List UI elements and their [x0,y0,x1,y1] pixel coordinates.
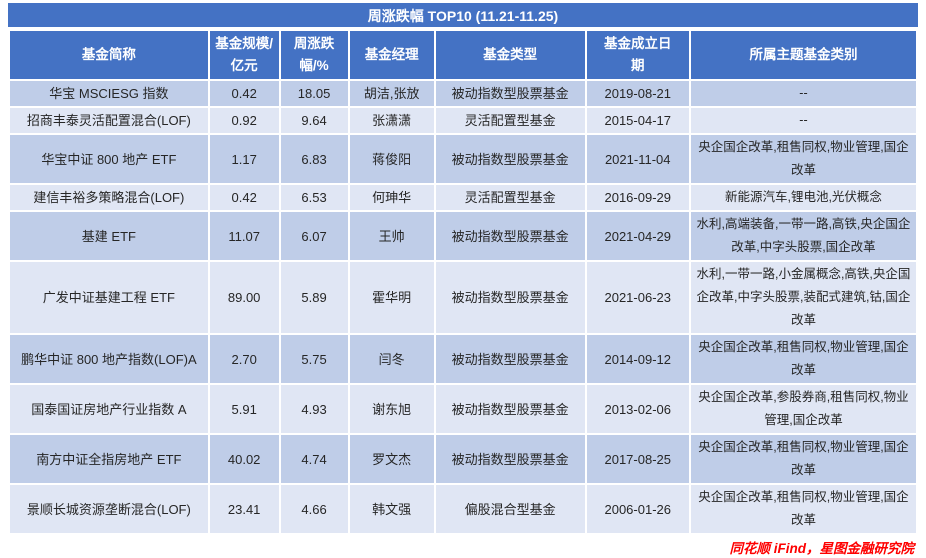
table-row: 华宝中证 800 地产 ETF 1.17 6.83 蒋俊阳 被动指数型股票基金 … [8,133,919,185]
cell-founded-date: 2014-09-12 [584,333,691,385]
cell-fund-type: 被动指数型股票基金 [433,133,587,185]
cell-fund-name: 华宝 MSCIESG 指数 [8,79,210,108]
cell-fund-name: 南方中证全指房地产 ETF [8,433,210,485]
col-header-theme-category: 所属主题基金类别 [688,29,919,81]
cell-fund-manager: 闫冬 [347,333,436,385]
table-row: 招商丰泰灵活配置混合(LOF) 0.92 9.64 张潇潇 灵活配置型基金 20… [8,106,919,135]
cell-fund-manager: 胡洁,张放 [347,79,436,108]
cell-week-change: 6.83 [278,133,350,185]
table-header-row: 基金简称 基金规模/亿元 周涨跌幅/% 基金经理 基金类型 基金成立日期 所属主… [8,29,919,81]
cell-founded-date: 2017-08-25 [584,433,691,485]
table-row: 国泰国证房地产行业指数 A 5.91 4.93 谢东旭 被动指数型股票基金 20… [8,383,919,435]
cell-theme-category: -- [688,79,919,108]
cell-founded-date: 2021-04-29 [584,210,691,262]
cell-fund-manager: 罗文杰 [347,433,436,485]
cell-fund-manager: 蒋俊阳 [347,133,436,185]
fund-table: 基金简称 基金规模/亿元 周涨跌幅/% 基金经理 基金类型 基金成立日期 所属主… [8,29,919,535]
cell-founded-date: 2019-08-21 [584,79,691,108]
cell-week-change: 5.89 [278,260,350,335]
cell-week-change: 4.66 [278,483,350,535]
cell-fund-type: 被动指数型股票基金 [433,79,587,108]
cell-fund-name: 基建 ETF [8,210,210,262]
cell-theme-category: 水利,高端装备,一带一路,高铁,央企国企改革,中字头股票,国企改革 [688,210,919,262]
col-header-fund-type: 基金类型 [433,29,587,81]
cell-fund-name: 鹏华中证 800 地产指数(LOF)A [8,333,210,385]
cell-week-change: 5.75 [278,333,350,385]
col-header-founded-date: 基金成立日期 [584,29,691,81]
cell-fund-manager: 何珅华 [347,183,436,212]
cell-fund-manager: 韩文强 [347,483,436,535]
cell-week-change: 4.93 [278,383,350,435]
table-row: 广发中证基建工程 ETF 89.00 5.89 霍华明 被动指数型股票基金 20… [8,260,919,335]
cell-fund-scale: 0.42 [207,183,281,212]
cell-fund-type: 灵活配置型基金 [433,106,587,135]
cell-founded-date: 2021-06-23 [584,260,691,335]
cell-founded-date: 2013-02-06 [584,383,691,435]
cell-fund-name: 景顺长城资源垄断混合(LOF) [8,483,210,535]
cell-fund-type: 被动指数型股票基金 [433,210,587,262]
cell-fund-type: 灵活配置型基金 [433,183,587,212]
cell-fund-name: 建信丰裕多策略混合(LOF) [8,183,210,212]
table-title: 周涨跌幅 TOP10 (11.21-11.25) [8,3,918,29]
cell-week-change: 18.05 [278,79,350,108]
cell-fund-scale: 23.41 [207,483,281,535]
cell-week-change: 4.74 [278,433,350,485]
cell-theme-category: 央企国企改革,租售同权,物业管理,国企改革 [688,133,919,185]
table-row: 鹏华中证 800 地产指数(LOF)A 2.70 5.75 闫冬 被动指数型股票… [8,333,919,385]
cell-fund-manager: 谢东旭 [347,383,436,435]
cell-founded-date: 2015-04-17 [584,106,691,135]
table-row: 南方中证全指房地产 ETF 40.02 4.74 罗文杰 被动指数型股票基金 2… [8,433,919,485]
cell-fund-scale: 0.42 [207,79,281,108]
cell-fund-name: 广发中证基建工程 ETF [8,260,210,335]
cell-week-change: 6.53 [278,183,350,212]
cell-fund-type: 被动指数型股票基金 [433,333,587,385]
cell-fund-scale: 0.92 [207,106,281,135]
cell-fund-scale: 11.07 [207,210,281,262]
cell-theme-category: 央企国企改革,参股券商,租售同权,物业管理,国企改革 [688,383,919,435]
col-header-fund-name: 基金简称 [8,29,210,81]
table-row: 景顺长城资源垄断混合(LOF) 23.41 4.66 韩文强 偏股混合型基金 2… [8,483,919,535]
cell-theme-category: 新能源汽车,锂电池,光伏概念 [688,183,919,212]
cell-fund-type: 偏股混合型基金 [433,483,587,535]
col-header-week-change: 周涨跌幅/% [278,29,350,81]
cell-fund-scale: 1.17 [207,133,281,185]
cell-theme-category: -- [688,106,919,135]
cell-fund-manager: 张潇潇 [347,106,436,135]
cell-fund-scale: 5.91 [207,383,281,435]
cell-fund-scale: 89.00 [207,260,281,335]
cell-fund-scale: 2.70 [207,333,281,385]
cell-founded-date: 2006-01-26 [584,483,691,535]
col-header-fund-scale: 基金规模/亿元 [207,29,281,81]
cell-fund-manager: 霍华明 [347,260,436,335]
cell-fund-name: 国泰国证房地产行业指数 A [8,383,210,435]
cell-week-change: 9.64 [278,106,350,135]
cell-founded-date: 2021-11-04 [584,133,691,185]
cell-founded-date: 2016-09-29 [584,183,691,212]
cell-fund-name: 招商丰泰灵活配置混合(LOF) [8,106,210,135]
cell-week-change: 6.07 [278,210,350,262]
table-row: 基建 ETF 11.07 6.07 王帅 被动指数型股票基金 2021-04-2… [8,210,919,262]
cell-fund-type: 被动指数型股票基金 [433,433,587,485]
cell-fund-scale: 40.02 [207,433,281,485]
cell-fund-type: 被动指数型股票基金 [433,260,587,335]
cell-theme-category: 央企国企改革,租售同权,物业管理,国企改革 [688,433,919,485]
table-row: 建信丰裕多策略混合(LOF) 0.42 6.53 何珅华 灵活配置型基金 201… [8,183,919,212]
cell-theme-category: 央企国企改革,租售同权,物业管理,国企改革 [688,483,919,535]
cell-fund-manager: 王帅 [347,210,436,262]
cell-fund-type: 被动指数型股票基金 [433,383,587,435]
col-header-fund-manager: 基金经理 [347,29,436,81]
source-attribution: 同花顺 iFind，星图金融研究院 [729,541,915,556]
cell-theme-category: 水利,一带一路,小金属概念,高铁,央企国企改革,中字头股票,装配式建筑,钴,国企… [688,260,919,335]
table-row: 华宝 MSCIESG 指数 0.42 18.05 胡洁,张放 被动指数型股票基金… [8,79,919,108]
cell-theme-category: 央企国企改革,租售同权,物业管理,国企改革 [688,333,919,385]
cell-fund-name: 华宝中证 800 地产 ETF [8,133,210,185]
